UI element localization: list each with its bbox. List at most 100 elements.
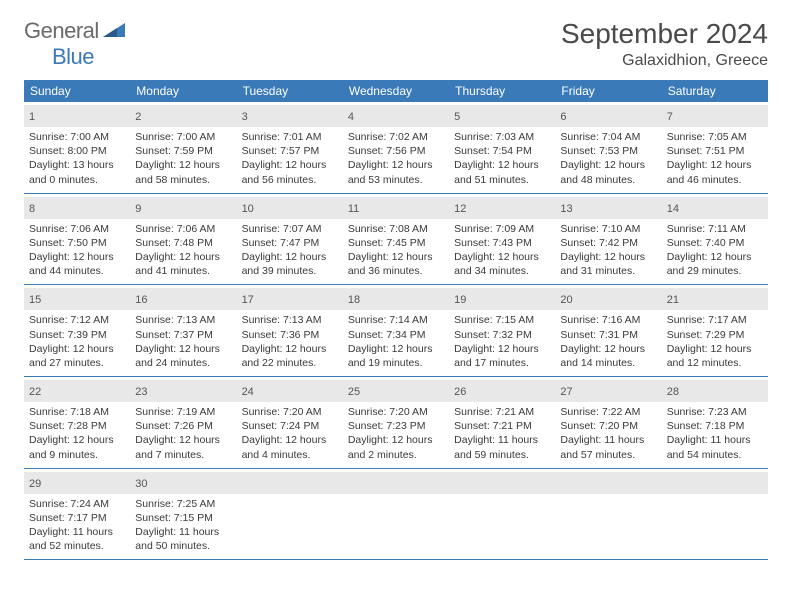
- day-info: Sunrise: 7:05 AMSunset: 7:51 PMDaylight:…: [667, 130, 763, 187]
- day-number: 18: [348, 294, 360, 306]
- daynum-row: 20: [555, 288, 661, 310]
- day-info: Sunrise: 7:01 AMSunset: 7:57 PMDaylight:…: [242, 130, 338, 187]
- day-info: Sunrise: 7:20 AMSunset: 7:24 PMDaylight:…: [242, 405, 338, 462]
- daynum-row: .: [237, 472, 343, 494]
- daynum-row: 17: [237, 288, 343, 310]
- day-header: Thursday: [449, 80, 555, 102]
- day-info: Sunrise: 7:12 AMSunset: 7:39 PMDaylight:…: [29, 313, 125, 370]
- day-info: Sunrise: 7:13 AMSunset: 7:37 PMDaylight:…: [135, 313, 231, 370]
- daynum-row: 19: [449, 288, 555, 310]
- day-number: 29: [29, 478, 41, 490]
- calendar-day: 5Sunrise: 7:03 AMSunset: 7:54 PMDaylight…: [449, 102, 555, 193]
- logo: General: [24, 18, 127, 44]
- day-info: Sunrise: 7:11 AMSunset: 7:40 PMDaylight:…: [667, 222, 763, 279]
- day-number: 24: [242, 386, 254, 398]
- daynum-row: 23: [130, 380, 236, 402]
- calendar-day: 26Sunrise: 7:21 AMSunset: 7:21 PMDayligh…: [449, 377, 555, 468]
- day-info: Sunrise: 7:18 AMSunset: 7:28 PMDaylight:…: [29, 405, 125, 462]
- day-number: 14: [667, 203, 679, 215]
- day-number: 5: [454, 111, 460, 123]
- calendar-day: 25 Sunrise: 7:20 AMSunset: 7:23 PMDayligh…: [343, 377, 449, 468]
- calendar-day: 23 Sunrise: 7:19 AMSunset: 7:26 PMDayligh…: [130, 377, 236, 468]
- day-number: 19: [454, 294, 466, 306]
- calendar-day: 2 Sunrise: 7:00 AMSunset: 7:59 PMDaylight…: [130, 102, 236, 193]
- daynum-row: 12: [449, 197, 555, 219]
- day-number: 12: [454, 203, 466, 215]
- day-info: Sunrise: 7:06 AMSunset: 7:48 PMDaylight:…: [135, 222, 231, 279]
- calendar-day: 15 Sunrise: 7:12 AMSunset: 7:39 PMDayligh…: [24, 285, 130, 376]
- calendar-day: 16 Sunrise: 7:13 AMSunset: 7:37 PMDayligh…: [130, 285, 236, 376]
- day-number: 1: [29, 111, 35, 123]
- header: General September 2024 Galaxidhion, Gree…: [24, 18, 768, 70]
- title-block: September 2024 Galaxidhion, Greece: [561, 18, 768, 70]
- calendar-day: 17Sunrise: 7:13 AMSunset: 7:36 PMDayligh…: [237, 285, 343, 376]
- day-info: Sunrise: 7:00 AMSunset: 7:59 PMDaylight:…: [135, 130, 231, 187]
- calendar-day: 3 Sunrise: 7:01 AMSunset: 7:57 PMDaylight…: [237, 102, 343, 193]
- daynum-row: 28: [662, 380, 768, 402]
- day-header: Tuesday: [237, 80, 343, 102]
- day-number: 25: [348, 386, 360, 398]
- day-info: Sunrise: 7:22 AMSunset: 7:20 PMDaylight:…: [560, 405, 656, 462]
- daynum-row: 27: [555, 380, 661, 402]
- day-number: 16: [135, 294, 147, 306]
- day-number: 20: [560, 294, 572, 306]
- daynum-row: 21: [662, 288, 768, 310]
- calendar-day: 29 Sunrise: 7:24 AMSunset: 7:17 PMDayligh…: [24, 469, 130, 560]
- daynum-row: 7: [662, 105, 768, 127]
- day-number: 15: [29, 294, 41, 306]
- day-number: 28: [667, 386, 679, 398]
- daynum-row: 18: [343, 288, 449, 310]
- day-number: 9: [135, 203, 141, 215]
- daynum-row: 6: [555, 105, 661, 127]
- daynum-row: 22: [24, 380, 130, 402]
- daynum-row: .: [662, 472, 768, 494]
- day-header: Monday: [130, 80, 236, 102]
- daynum-row: 14: [662, 197, 768, 219]
- daynum-row: 13: [555, 197, 661, 219]
- day-number: 6: [560, 111, 566, 123]
- day-info: Sunrise: 7:20 AMSunset: 7:23 PMDaylight:…: [348, 405, 444, 462]
- day-number: 2: [135, 111, 141, 123]
- daynum-row: 4: [343, 105, 449, 127]
- daynum-row: .: [555, 472, 661, 494]
- day-header: Friday: [555, 80, 661, 102]
- calendar-day: 7 Sunrise: 7:05 AMSunset: 7:51 PMDaylight…: [662, 102, 768, 193]
- day-number: 3: [242, 111, 248, 123]
- day-info: Sunrise: 7:08 AMSunset: 7:45 PMDaylight:…: [348, 222, 444, 279]
- day-info: Sunrise: 7:02 AMSunset: 7:56 PMDaylight:…: [348, 130, 444, 187]
- daynum-row: 16: [130, 288, 236, 310]
- day-number: 13: [560, 203, 572, 215]
- day-number: 4: [348, 111, 354, 123]
- day-number: 10: [242, 203, 254, 215]
- daynum-row: 24: [237, 380, 343, 402]
- daynum-row: 11: [343, 197, 449, 219]
- day-number: 11: [348, 203, 359, 215]
- day-header: Saturday: [662, 80, 768, 102]
- day-info: Sunrise: 7:15 AMSunset: 7:32 PMDaylight:…: [454, 313, 550, 370]
- day-number: 30: [135, 478, 147, 490]
- calendar-week: 22 Sunrise: 7:18 AMSunset: 7:28 PMDayligh…: [24, 377, 768, 469]
- day-number: 27: [560, 386, 572, 398]
- calendar-empty: .: [555, 469, 661, 560]
- day-headers-row: SundayMondayTuesdayWednesdayThursdayFrid…: [24, 80, 768, 102]
- logo-sub: Blue: [24, 44, 94, 70]
- day-number: 17: [242, 294, 254, 306]
- daynum-row: 15: [24, 288, 130, 310]
- calendar: SundayMondayTuesdayWednesdayThursdayFrid…: [24, 80, 768, 560]
- calendar-day: 11 Sunrise: 7:08 AMSunset: 7:45 PMDayligh…: [343, 194, 449, 285]
- calendar-empty: .: [343, 469, 449, 560]
- calendar-empty: .: [237, 469, 343, 560]
- calendar-week: 29 Sunrise: 7:24 AMSunset: 7:17 PMDayligh…: [24, 469, 768, 561]
- logo-triangle-icon: [103, 23, 125, 42]
- calendar-week: 8Sunrise: 7:06 AMSunset: 7:50 PMDaylight…: [24, 194, 768, 286]
- calendar-week: 1Sunrise: 7:00 AMSunset: 8:00 PMDaylight…: [24, 102, 768, 194]
- calendar-day: 6Sunrise: 7:04 AMSunset: 7:53 PMDaylight…: [555, 102, 661, 193]
- day-header: Wednesday: [343, 80, 449, 102]
- day-info: Sunrise: 7:17 AMSunset: 7:29 PMDaylight:…: [667, 313, 763, 370]
- calendar-day: 20Sunrise: 7:16 AMSunset: 7:31 PMDayligh…: [555, 285, 661, 376]
- daynum-row: .: [343, 472, 449, 494]
- day-info: Sunrise: 7:19 AMSunset: 7:26 PMDaylight:…: [135, 405, 231, 462]
- calendar-day: 24 Sunrise: 7:20 AMSunset: 7:24 PMDayligh…: [237, 377, 343, 468]
- daynum-row: 2: [130, 105, 236, 127]
- day-info: Sunrise: 7:24 AMSunset: 7:17 PMDaylight:…: [29, 497, 125, 554]
